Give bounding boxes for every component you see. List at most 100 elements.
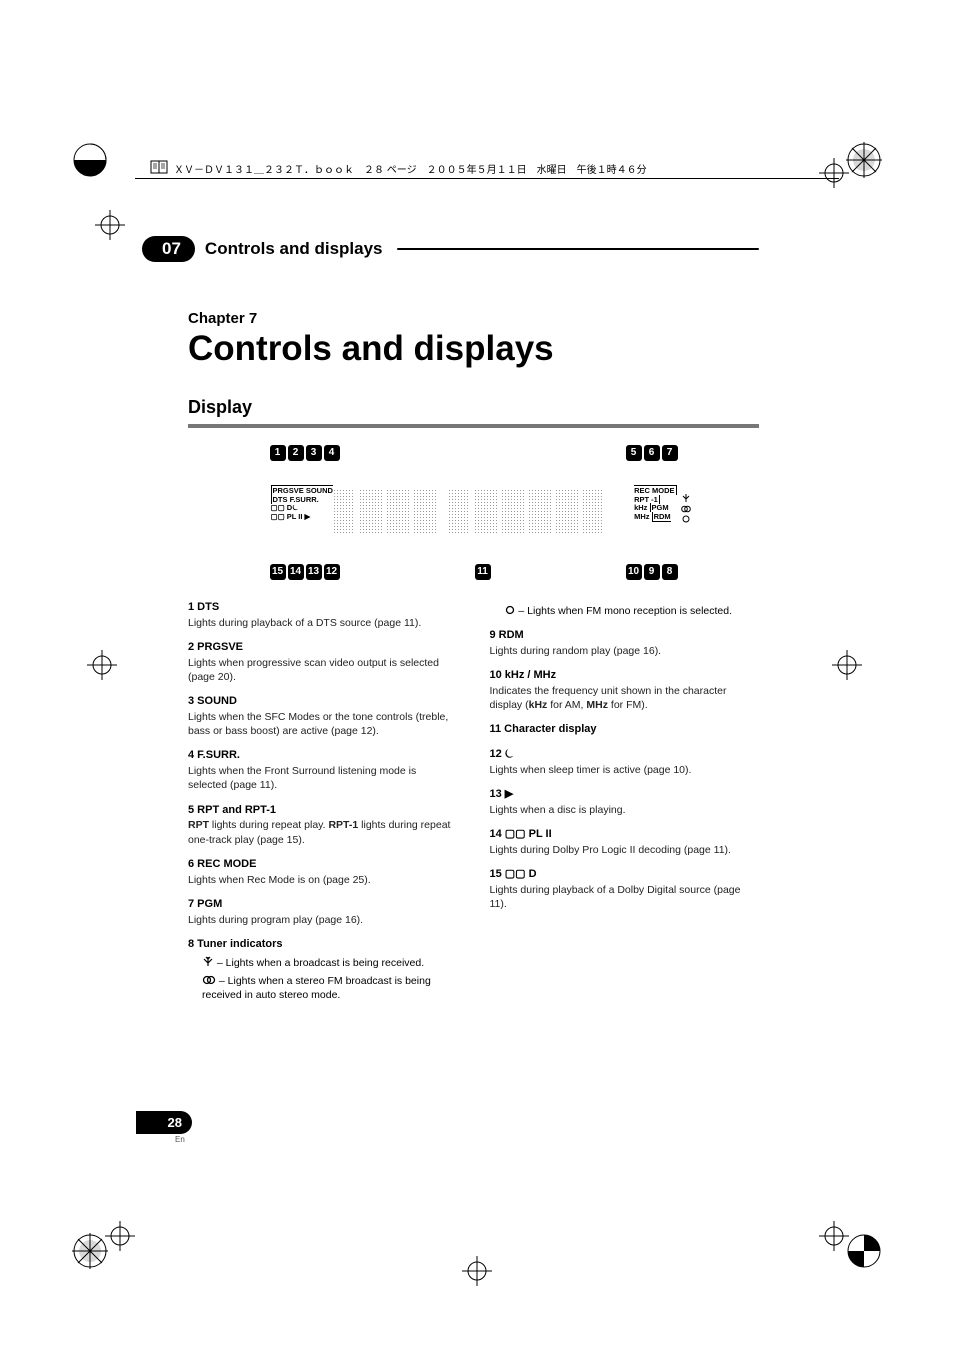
list-item: 14 ▢▢ PL IILights during Dolby Pro Logic… [490, 827, 760, 857]
item-heading: 13 ▶ [490, 787, 760, 802]
display-heading-rule [188, 424, 759, 428]
list-item: 9 RDMLights during random play (page 16)… [490, 628, 760, 658]
regmark-bottom-left [70, 1231, 110, 1271]
list-item: 3 SOUNDLights when the SFC Modes or the … [188, 694, 458, 738]
document-header: ＸＶ－ＤＶ１３１＿２３２Ｔ．ｂｏｏｋ ２８ ページ ２００５年５月１１日 水曜日… [150, 160, 814, 177]
list-item: 6 REC MODELights when Rec Mode is on (pa… [188, 857, 458, 887]
item-body: Lights when the SFC Modes or the tone co… [188, 710, 458, 738]
mono-icon [504, 605, 516, 617]
item-body: Lights during playback of a Dolby Digita… [490, 883, 760, 911]
item-heading: 11 Character display [490, 722, 760, 737]
callout-bubble: 3 [306, 445, 322, 461]
page-number: 28 [168, 1115, 182, 1130]
callout-bubble: 9 [644, 564, 660, 580]
display-heading: Display [188, 397, 759, 418]
callout-bubble: 7 [662, 445, 678, 461]
character-display-area [333, 489, 605, 533]
callout-bubble: 13 [306, 564, 322, 580]
regmark-top-left [70, 140, 110, 180]
crosshair-bc [462, 1256, 492, 1286]
item-body: Lights when progressive scan video outpu… [188, 656, 458, 684]
item-body: Lights when the Front Surround listening… [188, 764, 458, 792]
document-header-text: ＸＶ－ＤＶ１３１＿２３２Ｔ．ｂｏｏｋ ２８ ページ ２００５年５月１１日 水曜日… [174, 161, 647, 176]
sub-item-text: – Lights when FM mono reception is selec… [516, 605, 733, 617]
display-panel-diagram: 1234 567 PRGSVE SOUND DTS F.SURR. ▢▢ D⏾ … [269, 442, 679, 580]
item-body: RPT lights during repeat play. RPT-1 lig… [188, 818, 458, 846]
item-heading: 14 ▢▢ PL II [490, 827, 760, 842]
list-item: 7 PGMLights during program play (page 16… [188, 897, 458, 927]
sub-item-text: – Lights when a broadcast is being recei… [214, 957, 424, 969]
item-heading: 5 RPT and RPT-1 [188, 803, 458, 818]
callout-bubble: 11 [475, 564, 491, 580]
item-body: Lights during Dolby Pro Logic II decodin… [490, 843, 760, 857]
page-number-badge: 28 [136, 1111, 192, 1134]
item-heading: 7 PGM [188, 897, 458, 912]
antenna-icon [681, 493, 691, 503]
section-title: Controls and displays [205, 239, 383, 259]
item-heading: 10 kHz / MHz [490, 668, 760, 683]
chapter-title: Controls and displays [188, 329, 759, 369]
header-rule [135, 178, 839, 179]
sub-item: – Lights when a broadcast is being recei… [202, 956, 458, 970]
crosshair-ml [87, 650, 117, 680]
regmark-bottom-right [844, 1231, 884, 1271]
antenna-icon [202, 957, 214, 969]
right-column: – Lights when FM mono reception is selec… [490, 600, 760, 1012]
crosshair-bl [105, 1221, 135, 1251]
left-column: 1 DTSLights during playback of a DTS sou… [188, 600, 458, 1012]
item-heading: 2 PRGSVE [188, 640, 458, 655]
item-body: Lights when Rec Mode is on (page 25). [188, 873, 458, 887]
list-item: 2 PRGSVELights when progressive scan vid… [188, 640, 458, 684]
list-item: 10 kHz / MHzIndicates the frequency unit… [490, 668, 760, 712]
callout-bubble: 8 [662, 564, 678, 580]
section-bar: 07 Controls and displays [150, 236, 759, 262]
item-body: Lights during playback of a DTS source (… [188, 616, 458, 630]
item-body: Indicates the frequency unit shown in th… [490, 684, 760, 712]
list-item: 5 RPT and RPT-1RPT lights during repeat … [188, 803, 458, 847]
item-heading: 1 DTS [188, 600, 458, 615]
item-heading: 15 ▢▢ D [490, 867, 760, 882]
callout-bubble: 12 [324, 564, 340, 580]
item-body: Lights when a disc is playing. [490, 803, 760, 817]
sub-item: – Lights when FM mono reception is selec… [504, 604, 760, 618]
list-item: 1 DTSLights during playback of a DTS sou… [188, 600, 458, 630]
list-item: 11 Character display [490, 722, 760, 737]
mono-icon [681, 515, 691, 523]
sub-item: – Lights when a stereo FM broadcast is b… [202, 974, 458, 1002]
regmark-top-right [844, 140, 884, 180]
callout-bubble: 1 [270, 445, 286, 461]
section-rule [397, 248, 759, 250]
item-body: Lights during program play (page 16). [188, 913, 458, 927]
item-body: Lights when sleep timer is active (page … [490, 763, 760, 777]
section-number-badge: 07 [142, 236, 195, 262]
item-body: Lights during random play (page 16). [490, 644, 760, 658]
callout-bubble: 10 [626, 564, 642, 580]
chapter-label: Chapter 7 [188, 310, 759, 327]
callout-bubble: 15 [270, 564, 286, 580]
description-columns: 1 DTSLights during playback of a DTS sou… [188, 600, 759, 1012]
item-heading: 8 Tuner indicators [188, 937, 458, 952]
book-icon [150, 160, 168, 177]
crosshair-tl2 [95, 210, 125, 240]
list-item: 8 Tuner indicators – Lights when a broad… [188, 937, 458, 1002]
item-heading: 4 F.SURR. [188, 748, 458, 763]
list-item: 12 ⏾Lights when sleep timer is active (p… [490, 747, 760, 777]
diagram-right-labels: REC MODE RPT -1 kHz PGM MHz RDM [634, 487, 676, 522]
item-heading: 6 REC MODE [188, 857, 458, 872]
crosshair-mr [832, 650, 862, 680]
callout-bubble: 4 [324, 445, 340, 461]
item-heading: 12 ⏾ [490, 747, 760, 762]
sub-item-text: – Lights when a stereo FM broadcast is b… [202, 975, 431, 1001]
item-heading: 3 SOUND [188, 694, 458, 709]
callout-bubble: 6 [644, 445, 660, 461]
callout-bubble: 14 [288, 564, 304, 580]
callout-bubble: 2 [288, 445, 304, 461]
stereo-icon [681, 505, 691, 513]
diagram-left-labels: PRGSVE SOUND DTS F.SURR. ▢▢ D⏾ ▢▢ PL II … [271, 487, 333, 522]
diagram-tuner-icons [681, 493, 691, 523]
page-language: En [175, 1135, 185, 1144]
page-content: Chapter 7 Controls and displays Display … [188, 310, 759, 1012]
callout-bubble: 5 [626, 445, 642, 461]
stereo-icon [202, 975, 216, 987]
item-heading: 9 RDM [490, 628, 760, 643]
